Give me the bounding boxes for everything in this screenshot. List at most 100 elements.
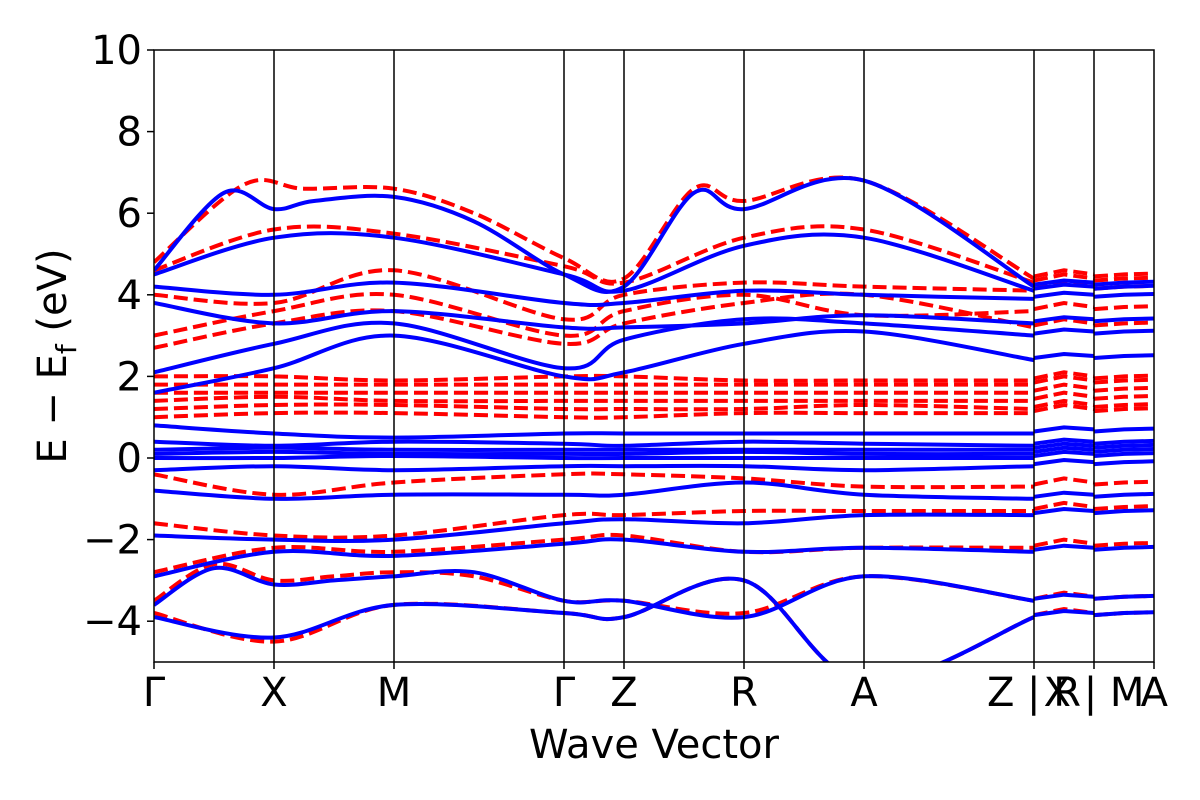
solid-band-8-tail-1 bbox=[1093, 442, 1154, 450]
dashed-band-3-tail-0 bbox=[1033, 500, 1095, 511]
dashed-band-7 bbox=[154, 394, 1034, 404]
x-tick-label-7: Z | R bbox=[987, 670, 1081, 716]
dashed-band-8-tail-1 bbox=[1093, 385, 1154, 393]
solid-band-7 bbox=[154, 449, 1035, 457]
dashed-band-5-tail-0 bbox=[1033, 402, 1095, 414]
x-tick-label-0: Γ bbox=[143, 670, 166, 716]
solid-band-6 bbox=[154, 454, 1034, 461]
dashed-band-7-tail-1 bbox=[1093, 394, 1154, 401]
dashed-band-14-tail-1 bbox=[1093, 275, 1154, 283]
plot-frame bbox=[153, 49, 1155, 663]
solid-band-6-tail-0 bbox=[1033, 449, 1095, 458]
y-tick-label-3: 2 bbox=[117, 354, 142, 400]
dashed-band-14-tail-0 bbox=[1033, 272, 1095, 283]
solid-band-1-tail-0 bbox=[1033, 592, 1095, 601]
x-tick-label-8: X | M bbox=[1044, 670, 1145, 716]
dashed-band-6-tail-0 bbox=[1033, 398, 1095, 409]
solid-band-1 bbox=[154, 565, 1035, 620]
dashed-band-5 bbox=[154, 410, 1034, 420]
solid-band-11-tail-1 bbox=[1093, 353, 1154, 360]
solid-band-9 bbox=[154, 439, 1035, 448]
dashed-band-10-tail-0 bbox=[1033, 370, 1095, 381]
dashed-band-4-tail-1 bbox=[1093, 479, 1154, 487]
y-tick-label-0: −4 bbox=[83, 599, 142, 645]
y-axis-label-main: E − E bbox=[30, 354, 76, 464]
y-ticks: −4 −2 0 2 4 6 8 10 bbox=[83, 28, 154, 645]
dashed-band-11-tail-1 bbox=[1093, 320, 1154, 328]
solid-band-4-tail-0 bbox=[1033, 490, 1095, 499]
kpoint-lines bbox=[273, 50, 1095, 662]
dashed-band-11-tail-0 bbox=[1033, 317, 1095, 328]
solid-band-5-tail-1 bbox=[1093, 459, 1154, 467]
y-tick-label-6: 8 bbox=[117, 110, 142, 156]
solid-band-3-tail-1 bbox=[1093, 508, 1154, 516]
dashed-band-12-tail-1 bbox=[1093, 304, 1154, 312]
solid-band-10-tail-1 bbox=[1093, 426, 1154, 434]
solid-band-1-tail-1 bbox=[1093, 593, 1154, 601]
dashed-band-9-tail-0 bbox=[1033, 374, 1095, 385]
dashed-band-12-tail-0 bbox=[1033, 300, 1095, 312]
y-tick-label-5: 6 bbox=[117, 191, 142, 237]
x-tick-label-5: R bbox=[730, 670, 758, 716]
solid-band-11-tail-0 bbox=[1033, 351, 1095, 360]
dashed-band-9-tail-1 bbox=[1093, 377, 1154, 385]
y-axis-label-sub: f bbox=[50, 343, 83, 354]
y-axis-label-unit: (eV) bbox=[30, 248, 76, 344]
solid-band-2 bbox=[154, 537, 1035, 579]
solid-band-13-tail-0 bbox=[1033, 315, 1095, 324]
solid-band-7-tail-0 bbox=[1033, 445, 1095, 454]
dashed-band-2-tail-1 bbox=[1093, 540, 1154, 548]
dashed-band-5-tail-1 bbox=[1093, 406, 1154, 414]
solid-band-2-tail-0 bbox=[1033, 543, 1095, 552]
y-tick-label-1: −2 bbox=[83, 518, 142, 564]
dashed-band-2-tail-0 bbox=[1033, 537, 1095, 548]
x-tick-label-6: A bbox=[850, 670, 878, 716]
solid-band-5-tail-0 bbox=[1033, 457, 1095, 467]
solid-band-0-tail-1 bbox=[1093, 610, 1154, 618]
dashed-band-4 bbox=[154, 471, 1035, 497]
y-tick-label-7: 10 bbox=[91, 28, 142, 74]
solid-band-14-tail-1 bbox=[1093, 292, 1154, 299]
solid-band-9-tail-1 bbox=[1093, 438, 1154, 446]
solid-band-8 bbox=[154, 445, 1034, 452]
solid-band-6-tail-1 bbox=[1093, 451, 1154, 458]
solid-band-12-tail-1 bbox=[1093, 328, 1154, 336]
solid-band-12-tail-0 bbox=[1033, 327, 1095, 336]
solid-band-16-tail-0 bbox=[1033, 278, 1095, 287]
solid-band-9-tail-0 bbox=[1033, 437, 1095, 446]
dashed-band-0 bbox=[154, 576, 1035, 662]
solid-band-16-tail-1 bbox=[1093, 279, 1154, 287]
x-axis-label: Wave Vector bbox=[529, 722, 780, 768]
solid-band-8-tail-0 bbox=[1033, 441, 1095, 450]
solid-band-3-tail-0 bbox=[1033, 506, 1095, 516]
dashed-band-15-tail-1 bbox=[1093, 271, 1154, 279]
solid-band-7-tail-1 bbox=[1093, 447, 1154, 454]
solid-band-10 bbox=[154, 423, 1034, 440]
x-tick-label-9: A bbox=[1141, 670, 1169, 716]
dashed-band-6 bbox=[154, 402, 1035, 412]
solid-band-15 bbox=[154, 231, 1035, 294]
solid-band-15-tail-0 bbox=[1033, 282, 1095, 291]
x-tick-label-4: Z bbox=[610, 670, 637, 716]
dashed-band-6-tail-1 bbox=[1093, 402, 1154, 409]
solid-band-14-tail-0 bbox=[1033, 290, 1095, 299]
solid-band-2-tail-1 bbox=[1093, 544, 1154, 552]
solid-band-0-tail-0 bbox=[1033, 608, 1095, 618]
solid-band-10-tail-0 bbox=[1033, 425, 1095, 434]
dashed-band-7-tail-0 bbox=[1033, 390, 1095, 401]
dashed-band-2 bbox=[154, 532, 1035, 575]
dashed-band-15-tail-0 bbox=[1033, 268, 1095, 279]
solid-band-13-tail-1 bbox=[1093, 316, 1154, 324]
dashed-band-1 bbox=[154, 561, 1035, 616]
y-axis-label: E − Ef (eV) bbox=[30, 248, 83, 463]
dashed-band-3-tail-1 bbox=[1093, 504, 1154, 511]
solid-band-15-tail-1 bbox=[1093, 283, 1154, 291]
dashed-band-10-tail-1 bbox=[1093, 373, 1154, 381]
x-tick-label-3: Γ bbox=[553, 670, 576, 716]
bands-layer bbox=[154, 175, 1154, 662]
dashed-band-4-tail-0 bbox=[1033, 476, 1095, 487]
dashed-band-8-tail-0 bbox=[1033, 382, 1095, 393]
y-tick-label-4: 4 bbox=[117, 273, 142, 319]
dashed-band-15 bbox=[154, 175, 1035, 284]
